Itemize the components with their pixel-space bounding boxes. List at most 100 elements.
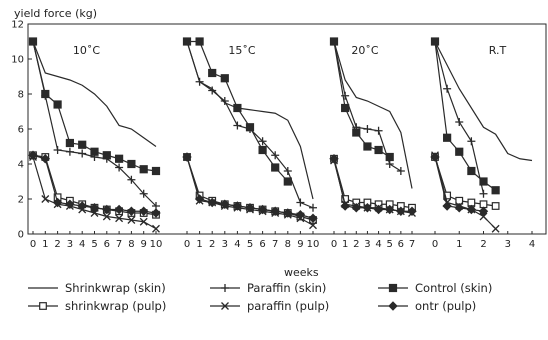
data-point — [220, 97, 229, 105]
data-point — [65, 199, 75, 209]
x-tick-label: 10 — [150, 239, 163, 250]
series-line — [333, 41, 413, 189]
x-tick-label: 4 — [234, 239, 240, 250]
data-point — [102, 212, 111, 221]
data-point — [114, 204, 124, 215]
x-tick-label: 5 — [387, 239, 393, 250]
data-point — [90, 147, 99, 156]
x-tick-label: 8 — [128, 239, 134, 250]
data-point — [385, 204, 395, 215]
data-point — [442, 201, 452, 211]
legend-label: shrinkwrap (pulp) — [65, 299, 166, 313]
y-tick-label: 8 — [18, 90, 24, 101]
y-tick-label: 12 — [11, 20, 24, 31]
x-tick-label: 6 — [259, 239, 265, 250]
data-point — [308, 213, 318, 223]
x-tick-label: 4 — [375, 239, 381, 250]
data-point — [52, 197, 63, 208]
data-point — [443, 133, 452, 142]
data-point — [362, 203, 373, 213]
data-point — [182, 152, 192, 162]
data-point — [443, 191, 452, 200]
data-point — [257, 204, 268, 215]
data-point — [65, 147, 74, 156]
legend-marker — [221, 284, 229, 292]
data-point — [296, 198, 305, 207]
series-shrinkwrap-pulp — [183, 153, 317, 224]
data-point — [467, 137, 476, 146]
panel-1: 0 1 2 3 4 5 6 7 8 9 10 10˚C — [28, 37, 163, 250]
data-point — [309, 221, 317, 230]
data-point — [271, 151, 280, 160]
y-tick-label: 4 — [18, 160, 24, 171]
data-point — [351, 203, 361, 213]
data-point — [139, 217, 148, 226]
x-tick-label: 9 — [297, 239, 303, 250]
data-point — [341, 103, 350, 113]
y-axis-label: yield force (kg) — [14, 7, 97, 20]
data-point — [363, 125, 372, 133]
x-tick-label: 6 — [398, 239, 404, 250]
legend-marker — [388, 301, 398, 311]
series-control-skin — [329, 37, 394, 162]
data-point — [295, 210, 306, 220]
series-line — [434, 41, 496, 191]
data-point — [491, 186, 500, 195]
data-point — [90, 209, 99, 217]
series-paraffin-pulp — [431, 151, 500, 233]
data-point — [115, 154, 124, 163]
legend-marker — [388, 283, 398, 293]
y-tick-label: 6 — [18, 125, 24, 136]
data-point — [340, 201, 350, 211]
x-tick-label: 3 — [67, 239, 73, 250]
data-point — [478, 206, 489, 216]
data-point — [309, 203, 317, 212]
series-line — [186, 41, 314, 200]
legend-entry: shrinkwrap (pulp) — [28, 299, 166, 313]
panel-2: 0 1 2 3 4 5 6 7 8 9 10 15˚C — [182, 37, 319, 250]
data-point — [220, 74, 229, 83]
data-point — [127, 159, 136, 169]
series-shrinkwrap-skin — [333, 41, 413, 189]
x-tick-label: 6 — [104, 239, 110, 250]
data-point — [245, 123, 255, 132]
data-point — [271, 163, 280, 172]
data-point — [182, 37, 192, 46]
data-point — [127, 175, 136, 184]
data-point — [283, 167, 292, 175]
data-point — [373, 204, 384, 215]
data-point — [385, 152, 394, 162]
data-point — [396, 167, 405, 175]
data-point — [341, 91, 350, 100]
data-point — [467, 166, 476, 176]
y-tick-label: 2 — [18, 195, 24, 206]
x-tick-label: 2 — [54, 239, 60, 250]
legend-label: Shrinkwrap (skin) — [65, 281, 166, 295]
data-point — [363, 142, 372, 151]
data-point — [455, 147, 464, 156]
legend-entry: Shrinkwrap (skin) — [28, 281, 166, 295]
x-tick-label: 1 — [42, 239, 48, 250]
panel-title: 10˚C — [73, 44, 100, 57]
series-paraffin-pulp — [183, 153, 317, 230]
data-point — [115, 163, 124, 172]
data-point — [78, 140, 87, 149]
data-point — [139, 165, 148, 174]
series-ontr-pulp — [28, 150, 161, 218]
x-tick-label: 7 — [272, 239, 278, 250]
legend-label: Paraffin (skin) — [247, 281, 326, 295]
data-point — [77, 201, 87, 211]
x-tick-label: 9 — [141, 239, 147, 250]
legend-marker — [39, 302, 47, 310]
data-point — [28, 37, 38, 46]
data-point — [374, 126, 383, 135]
x-tick-label: 3 — [505, 239, 511, 250]
data-point — [195, 77, 204, 86]
data-point — [454, 203, 464, 213]
x-tick-label: 5 — [247, 239, 253, 250]
data-point — [430, 152, 440, 162]
legend-label: paraffin (pulp) — [247, 299, 329, 313]
series-ontr-pulp — [329, 154, 417, 216]
legend-label: Control (skin) — [415, 281, 492, 295]
data-point — [479, 177, 488, 186]
